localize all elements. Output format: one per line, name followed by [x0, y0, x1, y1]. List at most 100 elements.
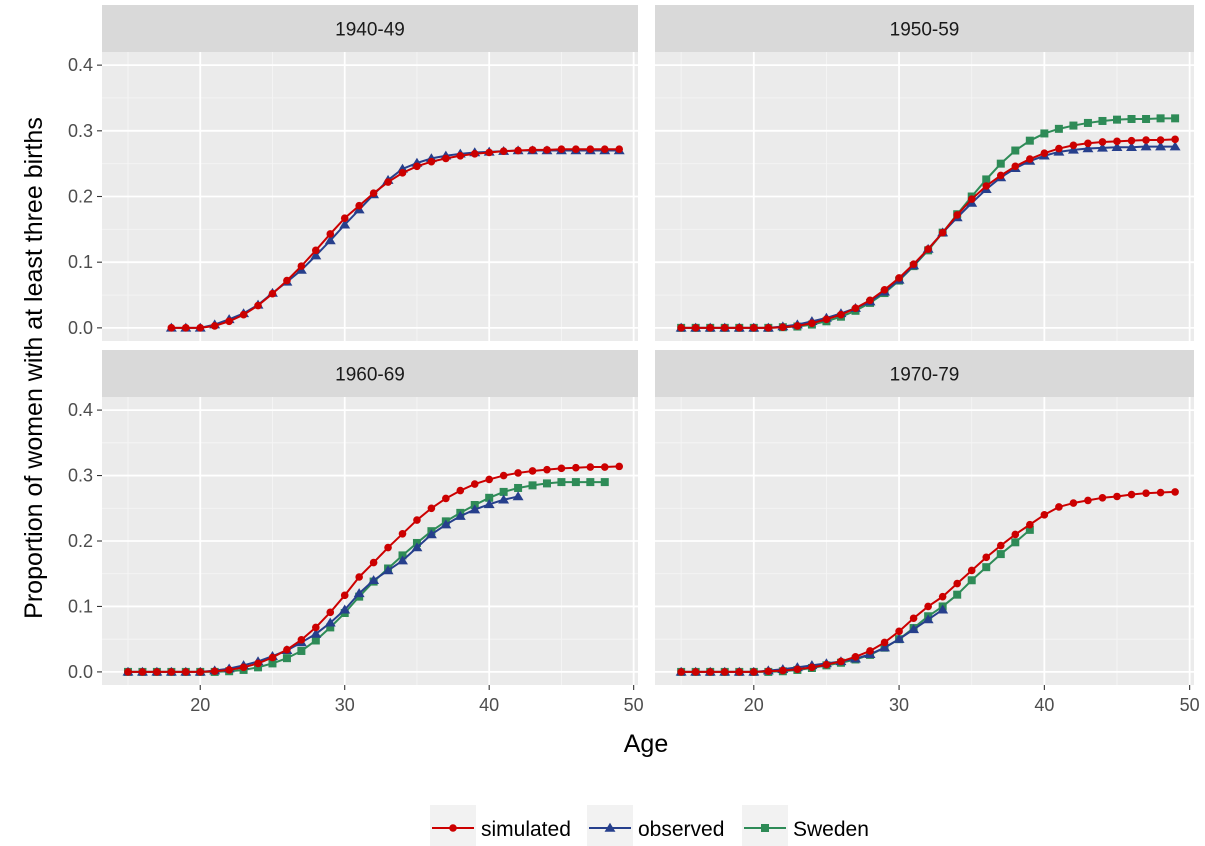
data-point-observed: [454, 510, 466, 520]
x-tick-label: 40: [479, 695, 499, 715]
facet-strip-label: 1970-79: [890, 365, 960, 386]
data-point-simulated: [369, 189, 378, 198]
data-point-simulated: [225, 666, 233, 674]
data-point-observed: [512, 491, 524, 501]
data-point-simulated: [326, 608, 335, 617]
legend-key-marker: [761, 824, 769, 832]
data-point-simulated: [967, 195, 976, 203]
data-point-observed: [397, 555, 408, 565]
data-point-sweden: [982, 563, 991, 572]
data-point-observed: [425, 529, 437, 539]
data-point-simulated: [312, 623, 320, 632]
data-point-observed: [908, 624, 920, 634]
data-point-simulated: [398, 169, 407, 177]
data-point-simulated: [706, 324, 715, 332]
y-tick-label: 0.4: [68, 400, 93, 420]
y-tick-label: 0.3: [68, 466, 93, 486]
x-tick-label: 30: [889, 695, 909, 715]
data-point-simulated: [442, 494, 450, 503]
data-point-simulated: [398, 530, 407, 538]
data-point-simulated: [1171, 135, 1179, 144]
data-point-sweden: [1083, 118, 1092, 127]
data-point-simulated: [138, 668, 147, 676]
data-point-simulated: [268, 653, 277, 662]
gridlines: [655, 52, 1194, 341]
data-point-simulated: [1055, 144, 1063, 153]
data-point-simulated: [210, 667, 219, 676]
data-point-simulated: [793, 665, 802, 674]
y-tick-label: 0.2: [68, 531, 93, 551]
data-point-simulated: [764, 324, 773, 332]
panel-1940-49: 1940-49: [102, 5, 638, 341]
data-point-sweden: [557, 478, 566, 487]
data-point-simulated: [1098, 494, 1107, 502]
facet-strip: [102, 350, 638, 397]
data-point-simulated: [528, 146, 537, 154]
data-point-simulated: [384, 543, 392, 552]
shared-axes: 0.0 0.1 0.2 0.3 0.4 0.0 0.1 0.2 0.3 0.4 20 30 40 50 20…: [68, 55, 1200, 715]
x-tick-label: 20: [190, 695, 210, 715]
data-point-simulated: [851, 304, 860, 312]
data-point-simulated: [485, 148, 493, 157]
facet-strip-label: 1940-49: [335, 20, 405, 41]
data-point-sweden: [499, 487, 508, 496]
data-point-simulated: [749, 668, 758, 676]
data-point-simulated: [866, 296, 874, 305]
data-point-simulated: [543, 465, 551, 474]
data-point-simulated: [1142, 489, 1150, 498]
x-tick-label: 50: [624, 695, 644, 715]
data-point-observed: [1082, 143, 1094, 153]
data-point-simulated: [982, 553, 991, 562]
data-point-simulated: [1084, 139, 1092, 148]
gridlines: [102, 397, 638, 685]
series-simulated: [677, 135, 1179, 332]
data-point-observed: [498, 494, 510, 504]
data-point-simulated: [996, 171, 1005, 180]
data-point-sweden: [268, 659, 277, 668]
data-point-simulated: [720, 668, 729, 676]
legend-item-simulated: simulated: [430, 805, 571, 846]
data-point-simulated: [1055, 503, 1063, 511]
legend-item-sweden: Sweden: [742, 805, 869, 846]
data-point-observed: [382, 565, 394, 575]
data-point-simulated: [924, 245, 932, 253]
data-point-sweden: [1069, 121, 1078, 130]
data-point-sweden: [1098, 116, 1107, 125]
data-point-simulated: [677, 324, 685, 332]
data-point-sweden: [996, 550, 1005, 559]
data-point-simulated: [1156, 488, 1165, 497]
data-point-simulated: [953, 211, 961, 219]
data-point-simulated: [239, 310, 248, 319]
data-point-observed: [1140, 141, 1152, 151]
data-point-simulated: [427, 157, 436, 166]
data-point-simulated: [485, 475, 493, 484]
legend-key-marker: [604, 822, 616, 832]
data-point-simulated: [735, 324, 744, 332]
data-point-simulated: [586, 145, 595, 154]
legend-key-marker: [449, 824, 457, 832]
data-point-simulated: [210, 322, 219, 330]
data-point-simulated: [196, 668, 205, 676]
data-point-sweden: [1025, 136, 1034, 145]
data-point-observed: [893, 633, 905, 643]
data-point-observed: [339, 604, 351, 614]
data-point-simulated: [297, 636, 306, 644]
data-point-simulated: [182, 668, 190, 676]
data-point-simulated: [167, 668, 176, 676]
data-point-simulated: [413, 516, 421, 524]
data-point-observed: [1111, 142, 1123, 151]
data-point-simulated: [312, 246, 320, 255]
legend: simulated observed Sweden: [430, 805, 869, 846]
x-tick-label: 20: [744, 695, 764, 715]
panel-1970-79: 1970-79: [655, 350, 1194, 685]
data-point-sweden: [1156, 114, 1165, 123]
y-tick-label: 0.4: [68, 55, 93, 75]
data-point-observed: [324, 617, 336, 627]
data-point-simulated: [1069, 499, 1078, 507]
data-point-simulated: [1171, 488, 1179, 496]
data-point-simulated: [543, 146, 551, 154]
data-point-simulated: [557, 464, 566, 473]
data-point-simulated: [225, 317, 233, 326]
data-point-simulated: [982, 182, 991, 190]
data-point-simulated: [1026, 520, 1034, 529]
